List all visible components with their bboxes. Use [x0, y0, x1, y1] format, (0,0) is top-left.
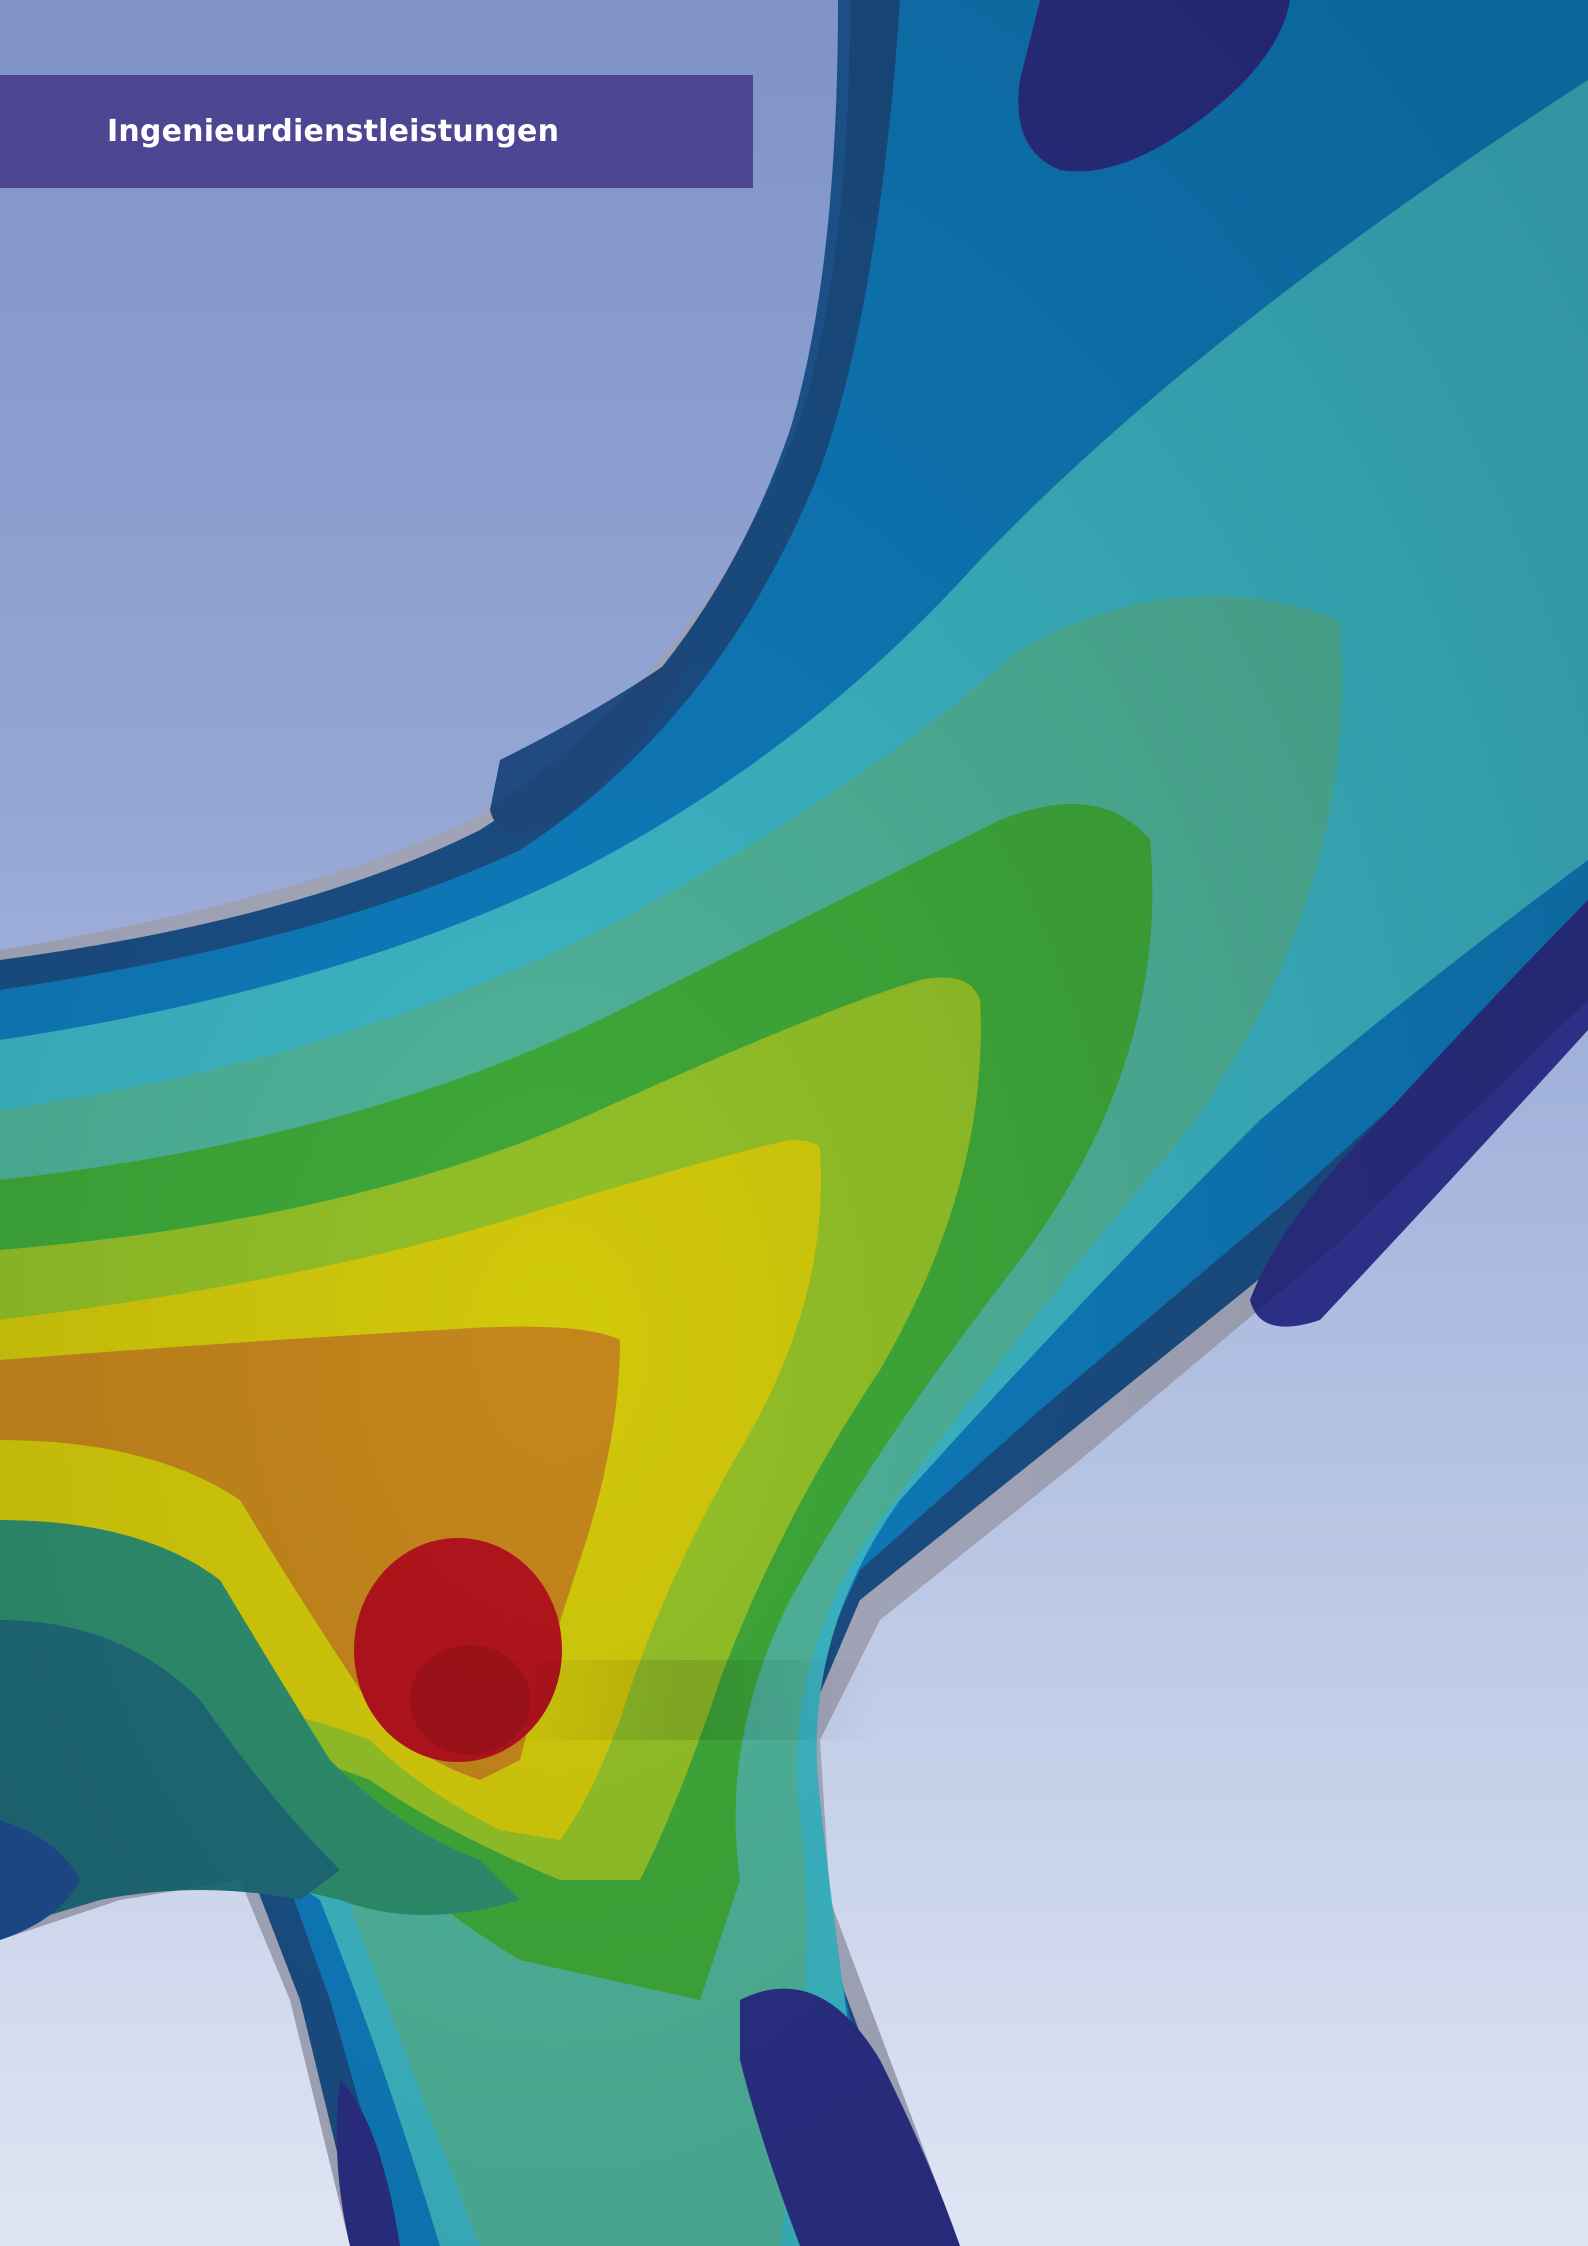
section-title: Ingenieurdienstleistungen: [107, 114, 560, 149]
section-title-banner: Ingenieurdienstleistungen: [0, 75, 753, 188]
